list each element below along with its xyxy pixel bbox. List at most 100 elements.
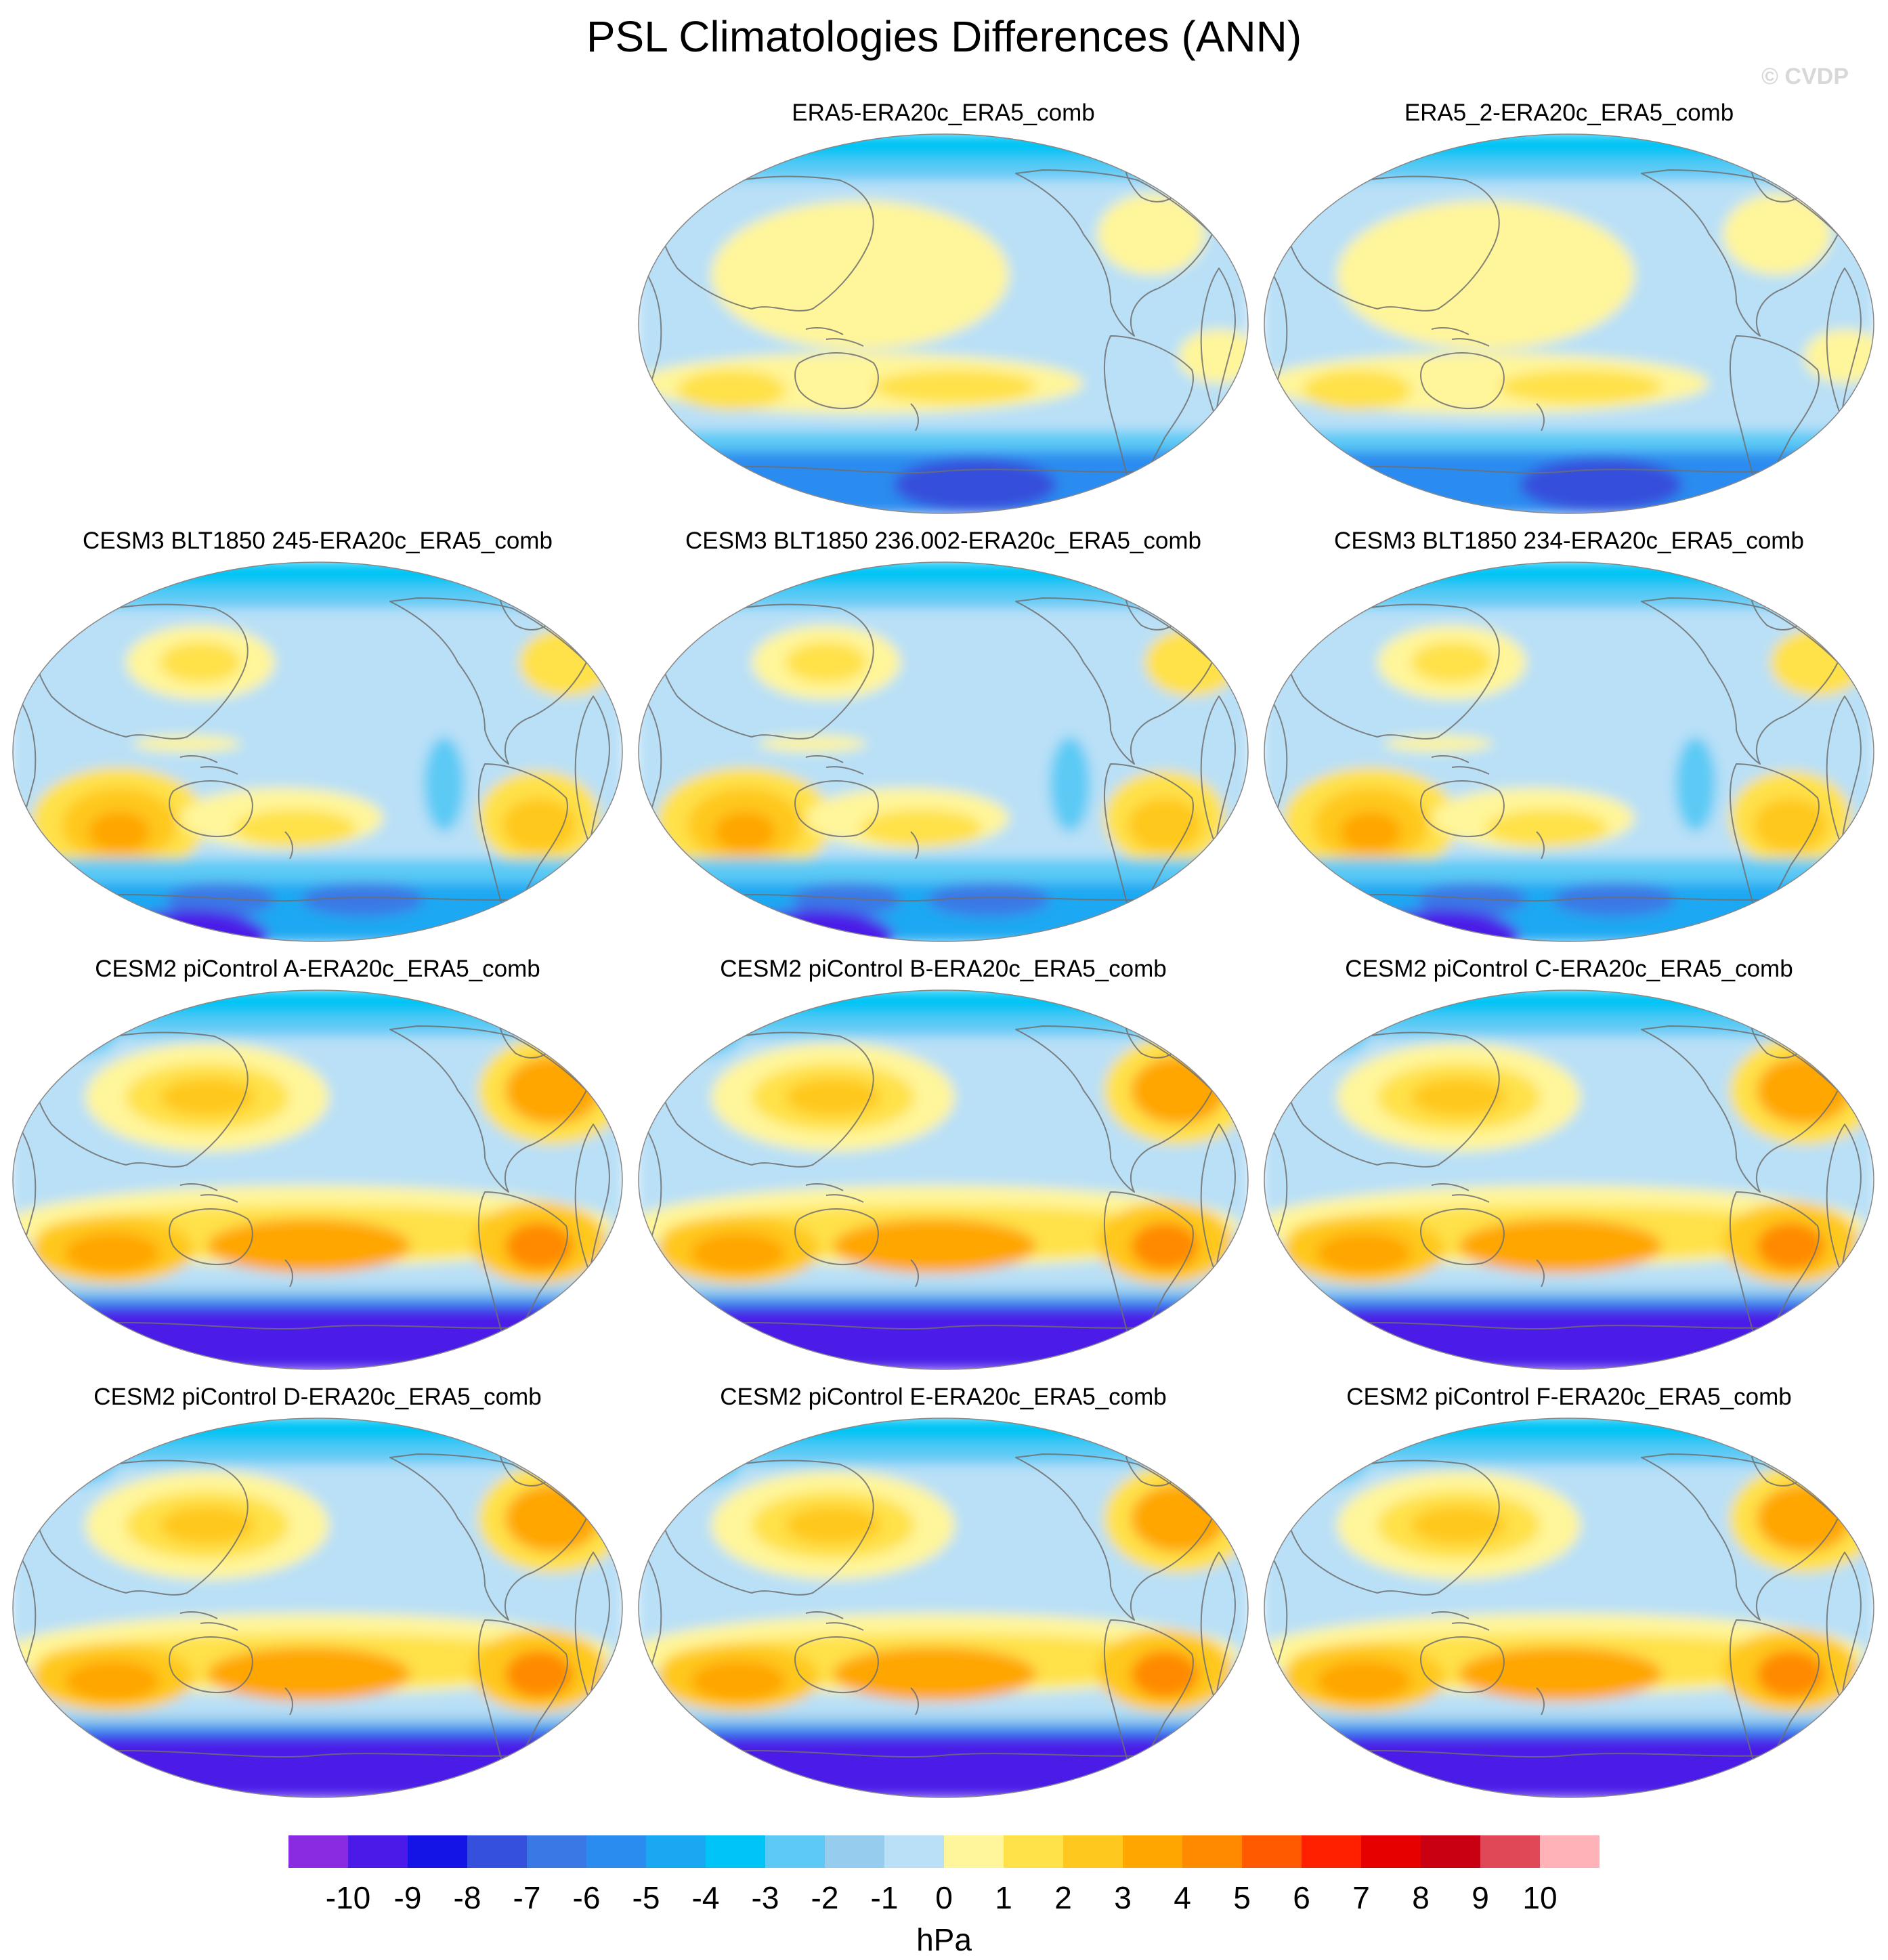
map-border [638,561,1249,942]
map-plot [12,1418,623,1798]
map-plot [12,989,623,1370]
colorbar-tick-label: -6 [573,1880,601,1915]
map-border [638,133,1249,514]
colorbar-tick-label: -5 [632,1880,660,1915]
panel-title: CESM3 BLT1850 236.002-ERA20c_ERA5_comb [685,528,1201,554]
map-border [12,989,623,1370]
colorbar-swatch [825,1835,884,1868]
map-border [1264,1418,1874,1798]
cvdp-watermark: © CVDP [1761,64,1849,89]
map-border [12,1418,623,1798]
colorbar-swatch [1540,1835,1600,1868]
coastlines [641,1013,1236,1359]
panel-title: ERA5-ERA20c_ERA5_comb [792,100,1095,126]
panel-title: CESM2 piControl B-ERA20c_ERA5_comb [720,956,1167,982]
colorbar-tick-label: 6 [1293,1880,1310,1915]
colorbar-swatch [1004,1835,1063,1868]
map-border [12,561,623,942]
colorbar-swatch [467,1835,527,1868]
colorbar-tick-label: 5 [1233,1880,1251,1915]
map-panel-cesm3-245: CESM3 BLT1850 245-ERA20c_ERA5_comb [11,526,624,945]
map-panel-cesm2-c: CESM2 piControl C-ERA20c_ERA5_comb [1262,954,1876,1373]
psl-contours [13,990,622,1369]
colorbar: -10 -9 -8 -7 -6 -5 -4 -3 -2 -1 0 1 2 3 4 5 6 7 8 9 10 [288,1835,1600,1915]
psl-contours [639,990,1248,1369]
panel-title: CESM3 BLT1850 245-ERA20c_ERA5_comb [83,528,553,554]
colorbar-tick-label: -4 [692,1880,720,1915]
colorbar-tick-label: -7 [513,1880,541,1915]
panel-title: CESM3 BLT1850 234-ERA20c_ERA5_comb [1334,528,1804,554]
colorbar-swatch [586,1835,646,1868]
colorbar-swatch [288,1835,348,1868]
colorbar-tick-label: 0 [935,1880,953,1915]
panel-title: ERA5_2-ERA20c_ERA5_comb [1404,100,1734,126]
map-panel-era5: ERA5-ERA20c_ERA5_comb [637,98,1250,517]
colorbar-swatch [527,1835,586,1868]
map-panel-cesm2-d: CESM2 piControl D-ERA20c_ERA5_comb [11,1382,624,1802]
psl-contours [13,1418,622,1797]
map-plot [12,561,623,942]
colorbar-swatch [1480,1835,1540,1868]
psl-contours [639,134,1248,513]
colorbar-swatch [944,1835,1004,1868]
map-plot [638,133,1249,514]
map-panel-era5-2: ERA5_2-ERA20c_ERA5_comb [1262,98,1876,517]
map-plot [1264,989,1874,1370]
map-panel-cesm2-b: CESM2 piControl B-ERA20c_ERA5_comb [637,954,1250,1373]
panel-title: CESM2 piControl C-ERA20c_ERA5_comb [1345,956,1793,982]
colorbar-tick-label: 7 [1352,1880,1370,1915]
map-border [638,1418,1249,1798]
psl-contours [1264,990,1874,1369]
map-plot [638,1418,1249,1798]
map-plot [638,561,1249,942]
map-panel-cesm2-f: CESM2 piControl F-ERA20c_ERA5_comb [1262,1382,1876,1802]
colorbar-swatch [1123,1835,1182,1868]
colorbar-tick-label: -9 [394,1880,422,1915]
map-border [638,989,1249,1370]
colorbar-swatch [1242,1835,1302,1868]
colorbar-swatch [348,1835,408,1868]
figure-title: PSL Climatologies Differences (ANN) [586,12,1302,61]
colorbar-swatch [1421,1835,1480,1868]
colorbar-tick-label: 2 [1054,1880,1072,1915]
colorbar-swatch [408,1835,467,1868]
colorbar-units: hPa [916,1922,972,1957]
map-panel-cesm3-234: CESM3 BLT1850 234-ERA20c_ERA5_comb [1262,526,1876,945]
colorbar-swatch [1302,1835,1361,1868]
map-border [1264,133,1874,514]
map-plot [1264,1418,1874,1798]
panel-title: CESM2 piControl D-ERA20c_ERA5_comb [93,1384,542,1410]
map-plot [1264,133,1874,514]
colorbar-tick-label: 1 [995,1880,1012,1915]
colorbar-tick-label: 3 [1114,1880,1132,1915]
psl-contours [1264,134,1874,513]
panel-title: CESM2 piControl F-ERA20c_ERA5_comb [1346,1384,1792,1410]
panel-title: CESM2 piControl E-ERA20c_ERA5_comb [720,1384,1167,1410]
psl-contours [639,1418,1248,1797]
map-panel-cesm2-e: CESM2 piControl E-ERA20c_ERA5_comb [637,1382,1250,1802]
colorbar-swatch [765,1835,825,1868]
map-plot [1264,561,1874,942]
psl-contours [1264,562,1874,941]
colorbar-tick-label: -1 [871,1880,899,1915]
colorbar-tick-label: -10 [326,1880,370,1915]
colorbar-tick-label: -3 [752,1880,779,1915]
colorbar-tick-label: 4 [1174,1880,1191,1915]
colorbar-swatch [706,1835,765,1868]
psl-contours [13,562,622,941]
colorbar-swatch [1361,1835,1421,1868]
colorbar-tick-label: -8 [454,1880,481,1915]
psl-contours [1264,1418,1874,1797]
colorbar-swatch [1063,1835,1123,1868]
map-panel-cesm2-a: CESM2 piControl A-ERA20c_ERA5_comb [11,954,624,1373]
map-border [1264,989,1874,1370]
map-border [1264,561,1874,942]
map-plot [638,989,1249,1370]
colorbar-swatch [884,1835,944,1868]
map-panel-cesm3-236: CESM3 BLT1850 236.002-ERA20c_ERA5_comb [637,526,1250,945]
colorbar-swatch [646,1835,706,1868]
psl-contours [639,562,1248,941]
colorbar-tick-label: 10 [1522,1880,1557,1915]
colorbar-tick-label: 8 [1412,1880,1430,1915]
colorbar-tick-label: -2 [811,1880,839,1915]
